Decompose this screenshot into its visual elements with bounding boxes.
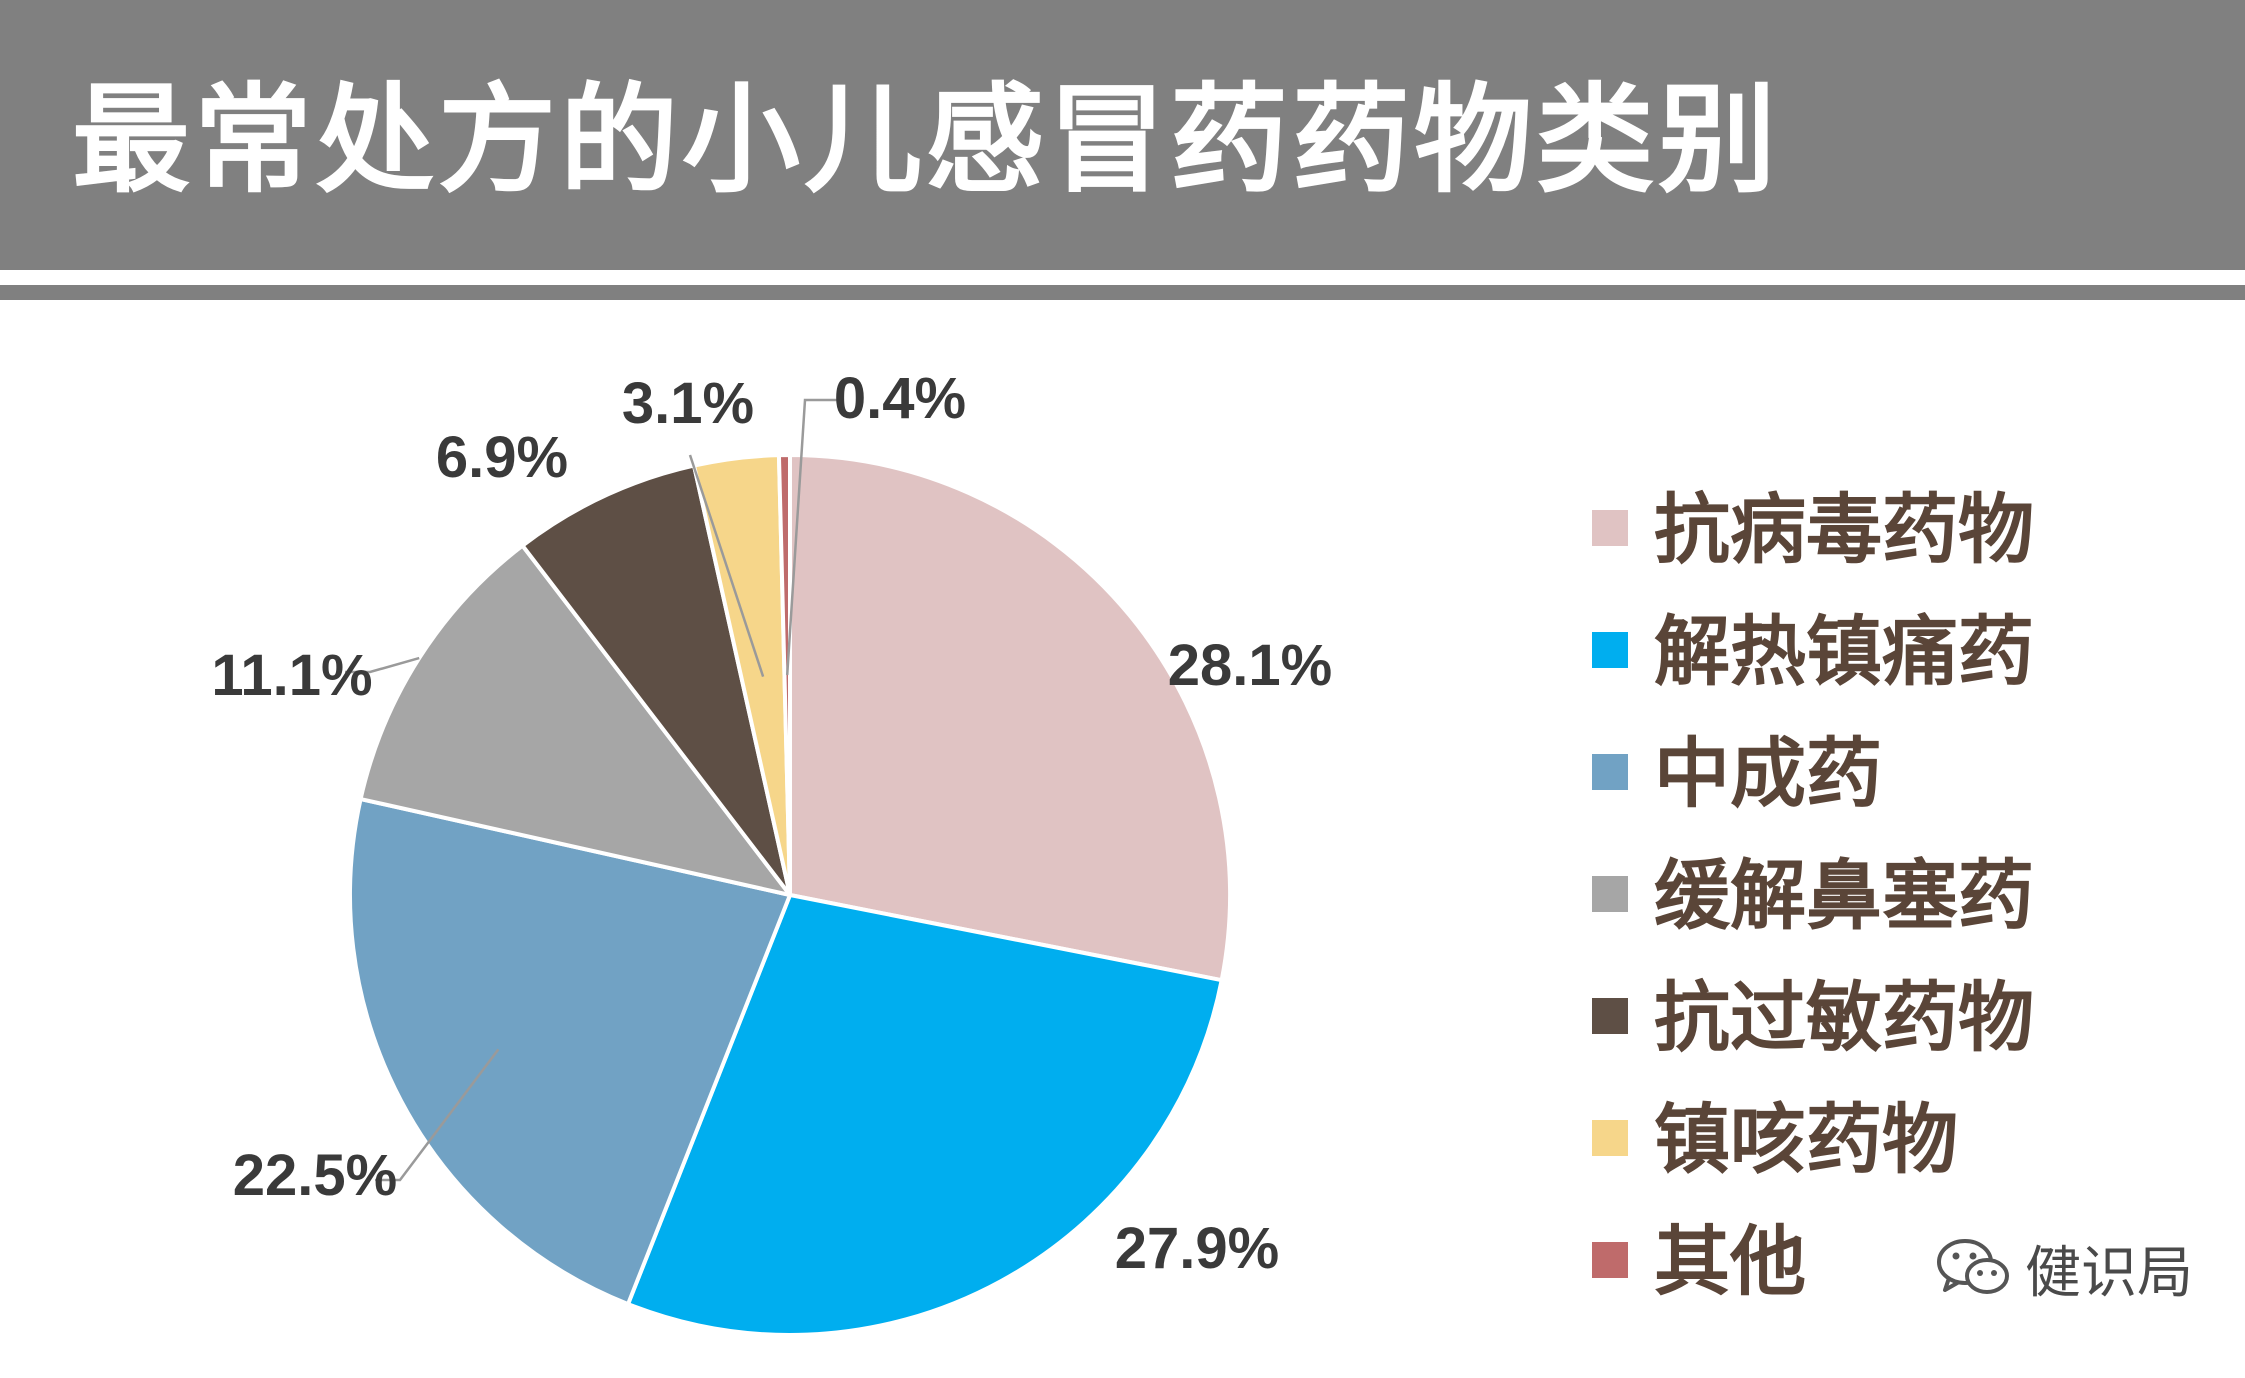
leader-line [785,398,838,676]
legend-label: 缓解鼻塞药 [1654,851,2034,940]
data-label: 0.4% [834,366,966,431]
data-label: 28.1% [1168,633,1332,698]
leader-line [375,1048,500,1182]
data-label: 11.1% [211,643,372,708]
legend-label: 中成药 [1654,729,1882,818]
legend-swatch [1592,632,1628,668]
page-title: 最常处方的小儿感冒药药物类别 [72,71,1781,209]
legend-swatch [1592,998,1628,1034]
legend-label: 其他 [1654,1217,1806,1306]
pie-slice [358,543,792,897]
data-label: 6.9% [436,425,568,490]
legend-label: 抗病毒药物 [1654,485,2034,574]
pie-slice [520,463,792,897]
pie-slice [348,797,792,1307]
wechat-icon [1937,1239,2009,1294]
legend-swatch [1592,1242,1628,1278]
leader-line [345,656,420,674]
watermark: 健识局 [1935,1228,2193,1308]
data-label: 3.1% [622,371,754,436]
divider [0,285,2245,300]
legend-label: 解热镇痛药 [1654,607,2034,696]
legend-label: 抗过敏药物 [1654,973,2034,1062]
legend-swatch [1592,754,1628,790]
title-banner: 最常处方的小儿感冒药药物类别 [0,0,2245,270]
leader-line [688,454,765,677]
legend-swatch [1592,510,1628,546]
data-label: 22.5% [233,1143,397,1208]
pie-slice [788,453,1232,983]
legend-label: 镇咳药物 [1654,1095,1958,1184]
legend-swatch [1592,876,1628,912]
data-label: 27.9% [1115,1216,1279,1281]
pie-slice [626,893,1224,1337]
pie-slice [776,453,792,897]
legend-swatch [1592,1120,1628,1156]
watermark-label: 健识局 [2025,1240,2193,1306]
